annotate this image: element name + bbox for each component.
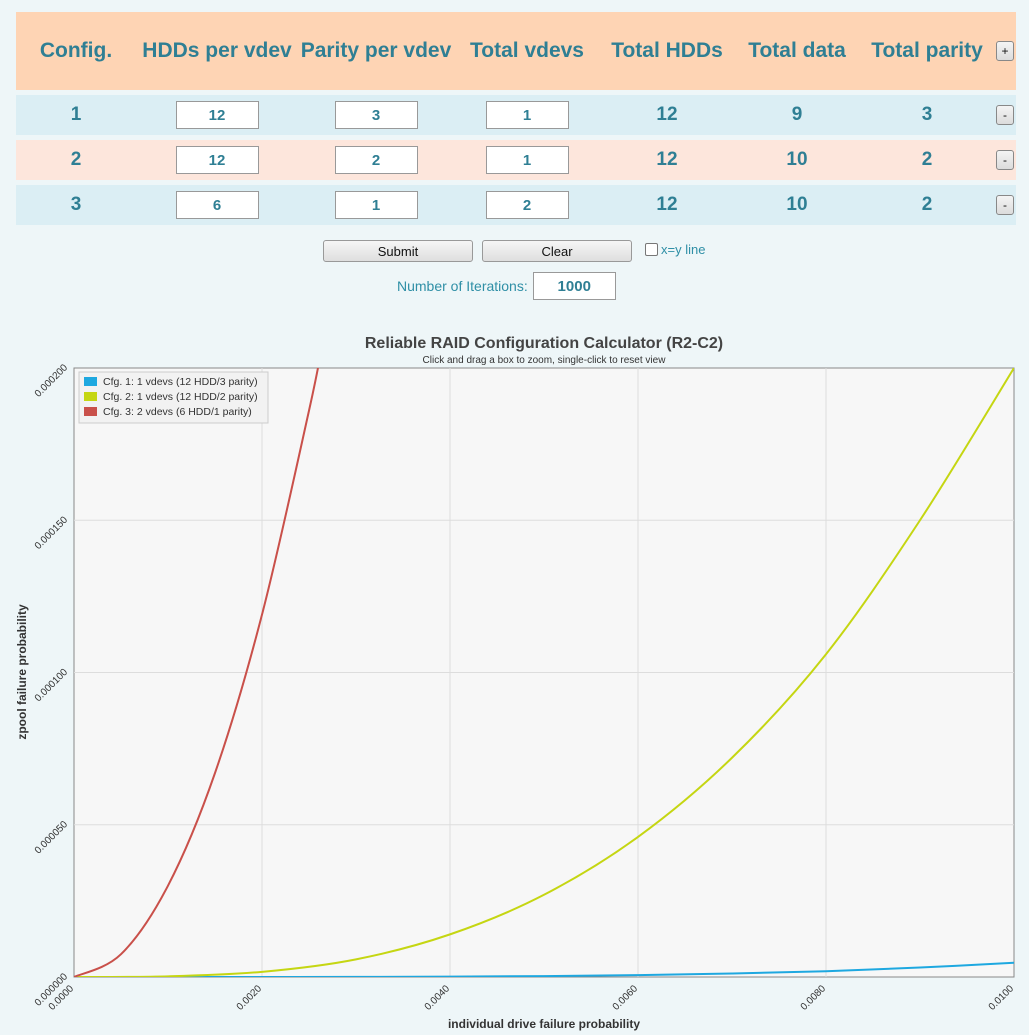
config-number: 3 (70, 194, 82, 215)
remove-config-button[interactable]: - (996, 105, 1014, 125)
header-total-vdevs: Total vdevs (470, 39, 584, 62)
hdds-per-vdev-input[interactable] (175, 146, 259, 174)
chart-subtitle: Click and drag a box to zoom, single-cli… (423, 355, 667, 366)
legend-label-cfg-3: Cfg. 3: 2 vdevs (6 HDD/1 parity) (103, 406, 252, 418)
clear-button[interactable]: Clear (482, 240, 632, 262)
legend: Cfg. 1: 1 vdevs (12 HDD/3 parity) Cfg. 2:… (78, 371, 269, 424)
remove-config-button[interactable]: - (996, 195, 1014, 215)
header-config: Config. (39, 39, 113, 62)
config-number: 1 (70, 104, 82, 125)
header-total-parity: Total parity (871, 39, 983, 62)
x-tick-label: 0.0100 (987, 983, 1017, 1013)
remove-config-button[interactable]: - (996, 150, 1014, 170)
y-tick-label: 0.000050 (33, 819, 71, 857)
total-parity-value: 3 (921, 104, 933, 125)
iterations-input[interactable] (532, 272, 616, 300)
legend-swatch-cfg-3 (84, 407, 97, 416)
xy-line-toggle[interactable]: x=y line (645, 242, 705, 257)
config-number: 2 (70, 149, 82, 170)
total-hdds-value: 12 (656, 104, 678, 125)
controls-bar: Submit Clear x=y line (0, 240, 1029, 262)
table-row: 2 12 10 2 - (16, 140, 1016, 180)
legend-swatch-cfg-1 (84, 377, 97, 386)
series-line-cfg-2 (74, 368, 1014, 977)
config-table: Config. HDDs per vdev Parity per vdev To… (16, 12, 1016, 225)
series-line-cfg-1 (74, 961, 1014, 977)
total-hdds-value: 12 (656, 194, 678, 215)
series-line-cfg-3 (74, 368, 320, 977)
total-vdevs-input[interactable] (485, 146, 569, 174)
header-hdds-per-vdev: HDDs per vdev (142, 39, 292, 62)
hdds-per-vdev-input[interactable] (175, 191, 259, 219)
iterations-control: Number of Iterations: (397, 272, 616, 300)
header-parity-per-vdev: Parity per vdev (300, 39, 452, 62)
legend-swatch-cfg-2 (84, 392, 97, 401)
total-vdevs-input[interactable] (485, 191, 569, 219)
chart-title: Reliable RAID Configuration Calculator (… (365, 335, 723, 352)
y-tick-label: 0.000150 (33, 514, 71, 552)
submit-button[interactable]: Submit (323, 240, 473, 262)
grid-lines (74, 368, 1014, 977)
xy-line-label: x=y line (661, 242, 706, 257)
xy-line-checkbox[interactable] (645, 243, 658, 256)
legend-label-cfg-1: Cfg. 1: 1 vdevs (12 HDD/3 parity) (103, 376, 258, 388)
chart[interactable]: Reliable RAID Configuration Calculator (… (0, 325, 1029, 1035)
hdds-per-vdev-input[interactable] (175, 101, 259, 129)
total-hdds-value: 12 (656, 149, 678, 170)
x-tick-label: 0.0060 (611, 983, 641, 1013)
total-vdevs-input[interactable] (485, 101, 569, 129)
series-group (74, 368, 1014, 977)
add-config-button[interactable]: + (996, 41, 1014, 61)
total-data-value: 10 (786, 194, 808, 215)
legend-box (78, 371, 269, 424)
parity-per-vdev-input[interactable] (334, 191, 418, 219)
header-total-hdds: Total HDDs (611, 39, 723, 62)
total-data-value: 9 (791, 104, 803, 125)
legend-label-cfg-2: Cfg. 2: 1 vdevs (12 HDD/2 parity) (103, 391, 258, 403)
parity-per-vdev-input[interactable] (334, 146, 418, 174)
total-parity-value: 2 (921, 194, 933, 215)
x-axis-label: individual drive failure probability (448, 1017, 640, 1031)
y-tick-label: 0.000100 (33, 667, 71, 705)
y-axis-label: zpool failure probability (15, 604, 29, 740)
total-data-value: 10 (786, 149, 808, 170)
total-parity-value: 2 (921, 149, 933, 170)
table-row: 3 12 10 2 - (16, 185, 1016, 225)
x-tick-label: 0.0040 (423, 983, 453, 1013)
header-total-data: Total data (748, 39, 846, 62)
x-tick-label: 0.0020 (235, 983, 265, 1013)
y-tick-label: 0.000200 (33, 362, 71, 400)
parity-per-vdev-input[interactable] (334, 101, 418, 129)
table-header: Config. HDDs per vdev Parity per vdev To… (16, 12, 1016, 90)
x-tick-label: 0.0080 (799, 983, 829, 1013)
iterations-label: Number of Iterations: (397, 278, 528, 294)
table-row: 1 12 9 3 - (16, 95, 1016, 135)
